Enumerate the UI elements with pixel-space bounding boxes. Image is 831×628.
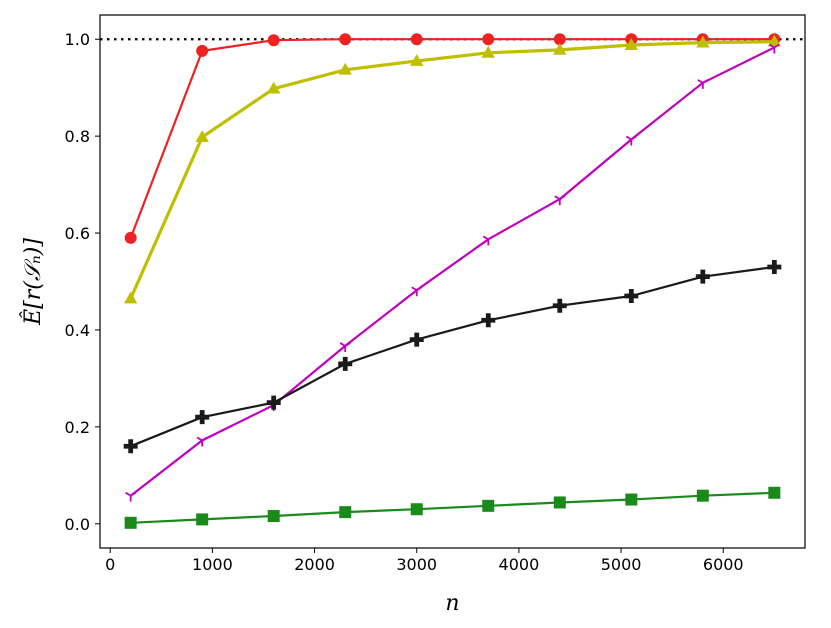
data-point (552, 298, 567, 313)
data-point (696, 489, 709, 502)
series-line (130, 46, 775, 497)
x-tick-label: 1000 (192, 555, 233, 574)
data-point (124, 291, 138, 304)
data-point (266, 395, 281, 410)
data-point (481, 45, 495, 58)
data-point (553, 33, 566, 46)
x-tick-label: 4000 (499, 555, 540, 574)
y-tick-label: 0.4 (65, 321, 90, 340)
series-circle (124, 33, 781, 244)
y-tick-label: 0.8 (65, 127, 90, 146)
data-point (554, 195, 566, 206)
data-point (482, 235, 494, 246)
data-point (196, 44, 209, 57)
data-point (339, 506, 352, 519)
data-point (697, 79, 709, 89)
y-tick-label: 0.6 (65, 224, 90, 243)
series-triangle (124, 34, 781, 304)
data-point (696, 35, 710, 48)
data-point (410, 503, 423, 516)
data-point (695, 269, 710, 284)
data-point (124, 516, 137, 529)
series-plus (123, 259, 782, 454)
series-line (130, 265, 775, 448)
data-point (267, 81, 281, 94)
y-axis-label: Ê[r(𝒮ₙ)] (19, 238, 46, 326)
series-line (129, 38, 775, 239)
series-line (129, 40, 775, 300)
data-point (195, 130, 209, 143)
data-point (125, 491, 137, 502)
data-point (196, 513, 209, 526)
x-tick-label: 6000 (703, 555, 744, 574)
data-point (625, 493, 638, 506)
data-point (338, 62, 352, 75)
x-tick-label: 0 (105, 555, 115, 574)
data-point (195, 410, 210, 425)
data-point (768, 486, 781, 499)
data-point (482, 499, 495, 512)
data-point (553, 42, 567, 55)
series-layer (123, 33, 782, 529)
series-square (124, 486, 781, 529)
data-point (553, 496, 566, 509)
data-point (196, 436, 208, 447)
y-tick-label: 0.0 (65, 515, 90, 534)
x-tick-label: 3000 (396, 555, 437, 574)
x-tick-label: 2000 (294, 555, 335, 574)
plot-frame (99, 14, 806, 549)
ticks-layer: 0 1000 2000 3000 4000 5000 6000 0.0 0.2 0.4 0.6 0.8… (65, 30, 744, 574)
data-point (338, 356, 353, 371)
series-line (130, 491, 775, 524)
data-point (768, 43, 780, 54)
data-point (410, 33, 423, 46)
data-point (625, 135, 637, 146)
data-point (339, 33, 352, 46)
data-point (123, 439, 138, 454)
x-tick-label: 5000 (601, 555, 642, 574)
data-point (339, 342, 351, 352)
y-tick-label: 0.2 (65, 418, 90, 437)
y-tick-label: 1.0 (65, 30, 90, 49)
series-tri-down (125, 43, 780, 502)
data-point (124, 231, 137, 244)
data-point (767, 34, 781, 47)
data-point (267, 34, 280, 47)
x-axis-label: n (445, 591, 459, 616)
data-point (409, 332, 424, 347)
data-point (410, 54, 424, 66)
data-point (267, 510, 280, 523)
data-point (624, 38, 638, 50)
data-point (481, 313, 496, 328)
data-point (624, 289, 639, 304)
data-point (411, 286, 423, 297)
data-point (767, 259, 782, 274)
data-point (482, 33, 495, 46)
